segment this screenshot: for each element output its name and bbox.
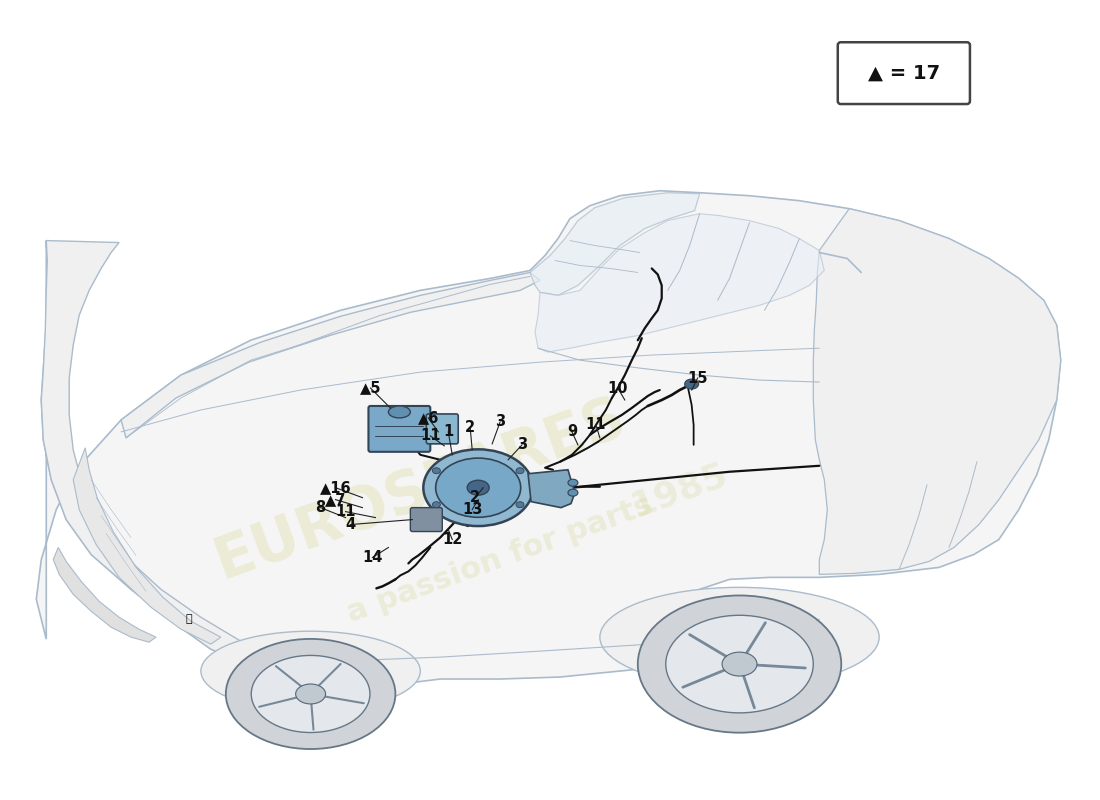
Ellipse shape (201, 631, 420, 711)
Polygon shape (535, 214, 824, 352)
Ellipse shape (568, 479, 578, 486)
Text: 3: 3 (517, 438, 527, 452)
Text: 14: 14 (362, 550, 383, 565)
Text: 13: 13 (462, 502, 483, 517)
Ellipse shape (468, 480, 490, 495)
Text: 🐎: 🐎 (186, 614, 192, 624)
Ellipse shape (296, 684, 326, 704)
Text: 10: 10 (607, 381, 628, 395)
Text: 3: 3 (495, 414, 505, 430)
Text: 11: 11 (336, 504, 355, 519)
Text: ▲ = 17: ▲ = 17 (868, 64, 939, 82)
Text: 15: 15 (688, 370, 708, 386)
Text: 1: 1 (443, 424, 453, 439)
FancyBboxPatch shape (427, 414, 459, 444)
Ellipse shape (432, 468, 440, 474)
Ellipse shape (568, 489, 578, 496)
Text: 2: 2 (465, 421, 475, 435)
Ellipse shape (722, 652, 757, 676)
Polygon shape (528, 470, 575, 508)
Polygon shape (53, 547, 156, 642)
Text: a passion for parts: a passion for parts (343, 490, 657, 628)
Text: 11: 11 (420, 428, 441, 443)
Ellipse shape (388, 406, 410, 418)
Ellipse shape (516, 468, 524, 474)
Ellipse shape (432, 502, 440, 508)
Polygon shape (530, 193, 700, 295)
Ellipse shape (424, 450, 534, 526)
Text: ▲16: ▲16 (320, 480, 351, 495)
Text: ▲5: ▲5 (360, 381, 382, 395)
Ellipse shape (638, 595, 842, 733)
Text: 4: 4 (345, 517, 355, 532)
Text: 9: 9 (566, 424, 578, 439)
Text: 8: 8 (316, 500, 326, 515)
FancyBboxPatch shape (410, 508, 442, 531)
Ellipse shape (516, 502, 524, 508)
Ellipse shape (684, 379, 699, 389)
Ellipse shape (226, 639, 395, 749)
Polygon shape (42, 241, 261, 667)
Polygon shape (36, 190, 1060, 684)
Text: 12: 12 (442, 532, 462, 547)
Polygon shape (121, 273, 540, 438)
Ellipse shape (251, 655, 370, 733)
Ellipse shape (666, 615, 813, 713)
Text: ▲6: ▲6 (418, 410, 439, 426)
FancyBboxPatch shape (368, 406, 430, 452)
FancyBboxPatch shape (838, 42, 970, 104)
Text: 2: 2 (470, 490, 481, 505)
Polygon shape (74, 448, 221, 644)
Ellipse shape (436, 458, 520, 518)
Text: ▲7: ▲7 (324, 492, 346, 507)
Text: EUROSPARES: EUROSPARES (207, 389, 634, 590)
Ellipse shape (600, 587, 879, 687)
Polygon shape (813, 209, 1060, 574)
Text: 1985: 1985 (627, 457, 733, 523)
Text: 11: 11 (585, 418, 606, 433)
